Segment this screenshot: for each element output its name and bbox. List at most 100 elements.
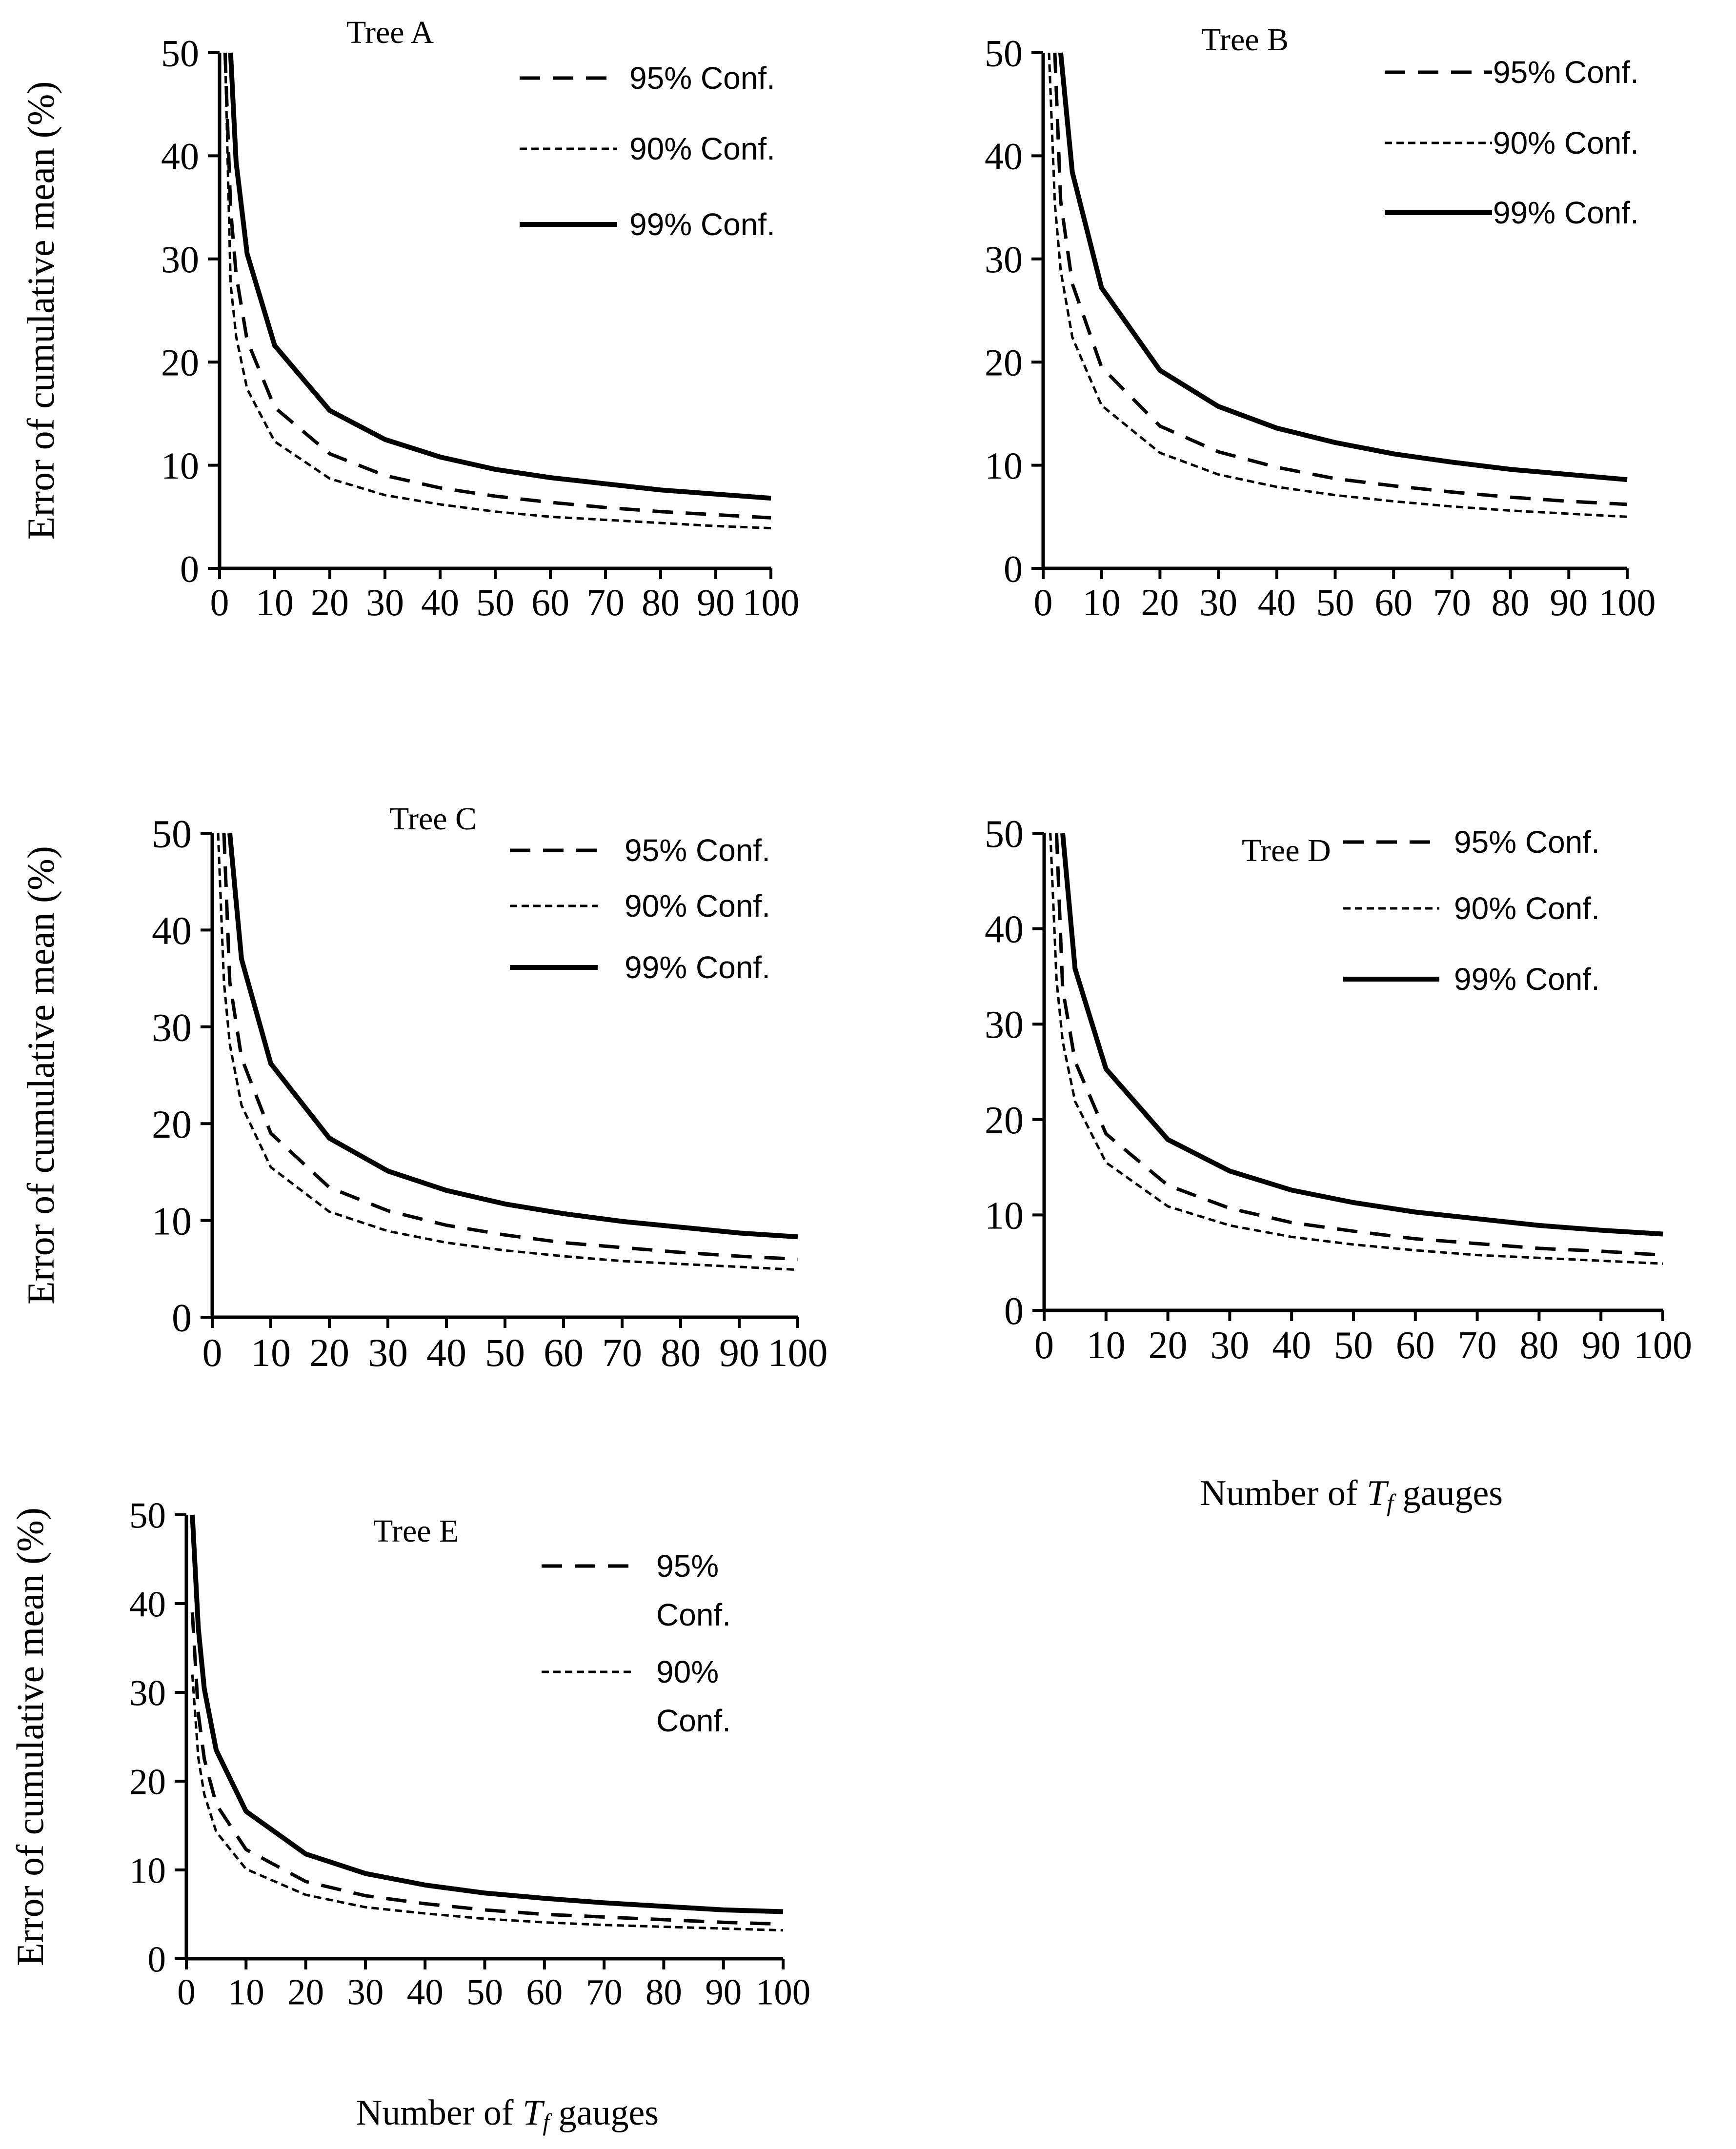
y-tick-label: 50 (152, 812, 192, 856)
panel-title: Tree B (1201, 22, 1289, 58)
x-tick-label: 30 (366, 581, 404, 623)
legend: 95% Conf. 90% Conf. 99% Conf. (520, 60, 775, 242)
series-line-dotted (1049, 833, 1663, 1265)
series-line-dashed (222, 833, 798, 1261)
x-tick-label: 0 (202, 1330, 222, 1375)
y-tick-label: 0 (1004, 1290, 1024, 1333)
y-tick-label: 40 (129, 1584, 166, 1625)
y-tick-label: 10 (152, 1199, 192, 1243)
x-tick-label: 30 (347, 1972, 384, 2012)
y-tick-label: 20 (985, 1099, 1024, 1142)
legend-label: 95% Conf. (1493, 55, 1639, 90)
y-tick-label: 30 (985, 238, 1023, 281)
x-tick-label: 40 (1272, 1324, 1311, 1367)
y-tick-label: 20 (129, 1762, 166, 1802)
legend-label: 99% Conf. (1454, 962, 1600, 997)
y-tick-label: 50 (985, 32, 1023, 74)
x-tick-label: 40 (426, 1330, 466, 1375)
series-line-dashed (1054, 833, 1663, 1257)
legend-label: 90% Conf. (1493, 125, 1639, 161)
x-tick-label: 20 (287, 1972, 324, 2012)
x-tick-label: 70 (586, 1972, 623, 2012)
x-tick-label: 70 (602, 1330, 642, 1375)
x-axis-label-bottom: Number of Tf gauges (356, 2093, 659, 2136)
x-tick-label: 90 (719, 1330, 759, 1375)
x-tick-label: 90 (1581, 1324, 1620, 1367)
y-tick-label: 30 (161, 238, 199, 281)
y-tick-label: 40 (985, 908, 1024, 951)
y-axis-label: Error of cumulative mean (%) (20, 81, 62, 540)
legend-label: 99% Conf. (629, 207, 775, 242)
x-tick-label: 40 (1258, 581, 1296, 623)
series-line-solid (1058, 52, 1628, 482)
x-tick-label: 10 (228, 1972, 264, 2012)
y-tick-label: 50 (161, 32, 199, 74)
x-tick-label: 60 (1374, 581, 1413, 623)
y-tick-label: 30 (152, 1005, 192, 1050)
panel-title: Tree A (346, 15, 434, 50)
legend: 95% Conf. 90% Conf. 99% Conf. (1385, 55, 1639, 230)
x-tick-label: 90 (705, 1972, 742, 2012)
legend-label: 90% Conf. (625, 888, 770, 924)
y-tick-label: 0 (180, 547, 199, 590)
series-line-dotted (223, 52, 771, 530)
panel-tree-e: 0 10 20 30 40 50 0 10 20 30 40 50 60 70 80 90 100 Tree E E… (9, 1495, 810, 2012)
legend: 95% Conf. 90% Conf. 99% Conf. (510, 833, 770, 985)
x-tick-label: 80 (646, 1972, 682, 2012)
x-tick-label: 0 (210, 581, 229, 623)
legend-label-line2: Conf. (656, 1703, 731, 1738)
legend-label: 95% Conf. (629, 60, 775, 96)
legend-label: 95% Conf. (1454, 824, 1600, 860)
y-tick-label: 0 (1004, 547, 1023, 590)
x-tick-label: 100 (756, 1972, 811, 2012)
x-tick-label: 80 (1519, 1324, 1558, 1367)
x-tick-label: 80 (642, 581, 680, 623)
legend: 95% Conf. 90% Conf. 99% Conf. (1343, 824, 1600, 997)
y-tick-label: 20 (161, 341, 199, 384)
panel-tree-c: 0 10 20 30 40 50 0 10 20 30 40 50 60 70 80 90 100 Tree C E… (20, 801, 828, 1375)
x-tick-label: 40 (407, 1972, 444, 2012)
y-tick-label: 0 (148, 1939, 166, 1980)
series-line-dashed (1053, 52, 1628, 506)
y-tick-label: 50 (985, 813, 1024, 856)
legend-label-line1: 95% (656, 1548, 719, 1584)
x-tick-label: 80 (661, 1330, 701, 1375)
series-line-dotted (191, 1674, 784, 1932)
series-line-dashed (190, 1612, 784, 1926)
x-tick-label: 20 (309, 1330, 349, 1375)
series-line-dotted (217, 833, 798, 1271)
legend-label: 99% Conf. (625, 950, 770, 985)
y-tick-label: 10 (161, 444, 199, 487)
panel-title: Tree E (373, 1513, 459, 1549)
x-tick-label: 100 (1599, 581, 1656, 623)
x-tick-label: 100 (768, 1330, 828, 1375)
x-tick-label: 60 (526, 1972, 563, 2012)
x-tick-label: 10 (1083, 581, 1121, 623)
x-tick-label: 20 (1141, 581, 1179, 623)
y-axis-label: Error of cumulative mean (%) (9, 1507, 51, 1966)
legend-label-line1: 90% (656, 1654, 719, 1689)
x-tick-label: 60 (531, 581, 569, 623)
y-tick-label: 0 (172, 1296, 192, 1340)
legend-label: 95% Conf. (625, 833, 770, 868)
x-tick-label: 40 (421, 581, 459, 623)
x-tick-label: 0 (1034, 1324, 1054, 1367)
series-line-solid (228, 52, 771, 501)
y-tick-label: 40 (161, 135, 199, 178)
x-axis-label-right: Number of Tf gauges (1200, 1473, 1503, 1516)
legend-label-line2: Conf. (656, 1597, 731, 1632)
x-tick-label: 90 (1550, 581, 1588, 623)
x-tick-label: 50 (466, 1972, 503, 2012)
x-tick-label: 70 (586, 581, 625, 623)
y-tick-label: 10 (985, 1194, 1024, 1237)
panel-tree-a: 0 10 20 30 40 50 0 10 20 30 40 50 60 70 80 90 100 Tree A E… (20, 15, 800, 623)
x-tick-label: 90 (697, 581, 735, 623)
legend: 95% Conf. 90% Conf. (542, 1548, 731, 1738)
x-tick-label: 80 (1492, 581, 1530, 623)
y-tick-label: 50 (129, 1495, 166, 1536)
x-tick-label: 0 (1034, 581, 1053, 623)
series-line-dotted (1048, 52, 1628, 518)
x-tick-label: 20 (311, 581, 349, 623)
x-tick-label: 50 (485, 1330, 525, 1375)
x-tick-label: 10 (256, 581, 294, 623)
